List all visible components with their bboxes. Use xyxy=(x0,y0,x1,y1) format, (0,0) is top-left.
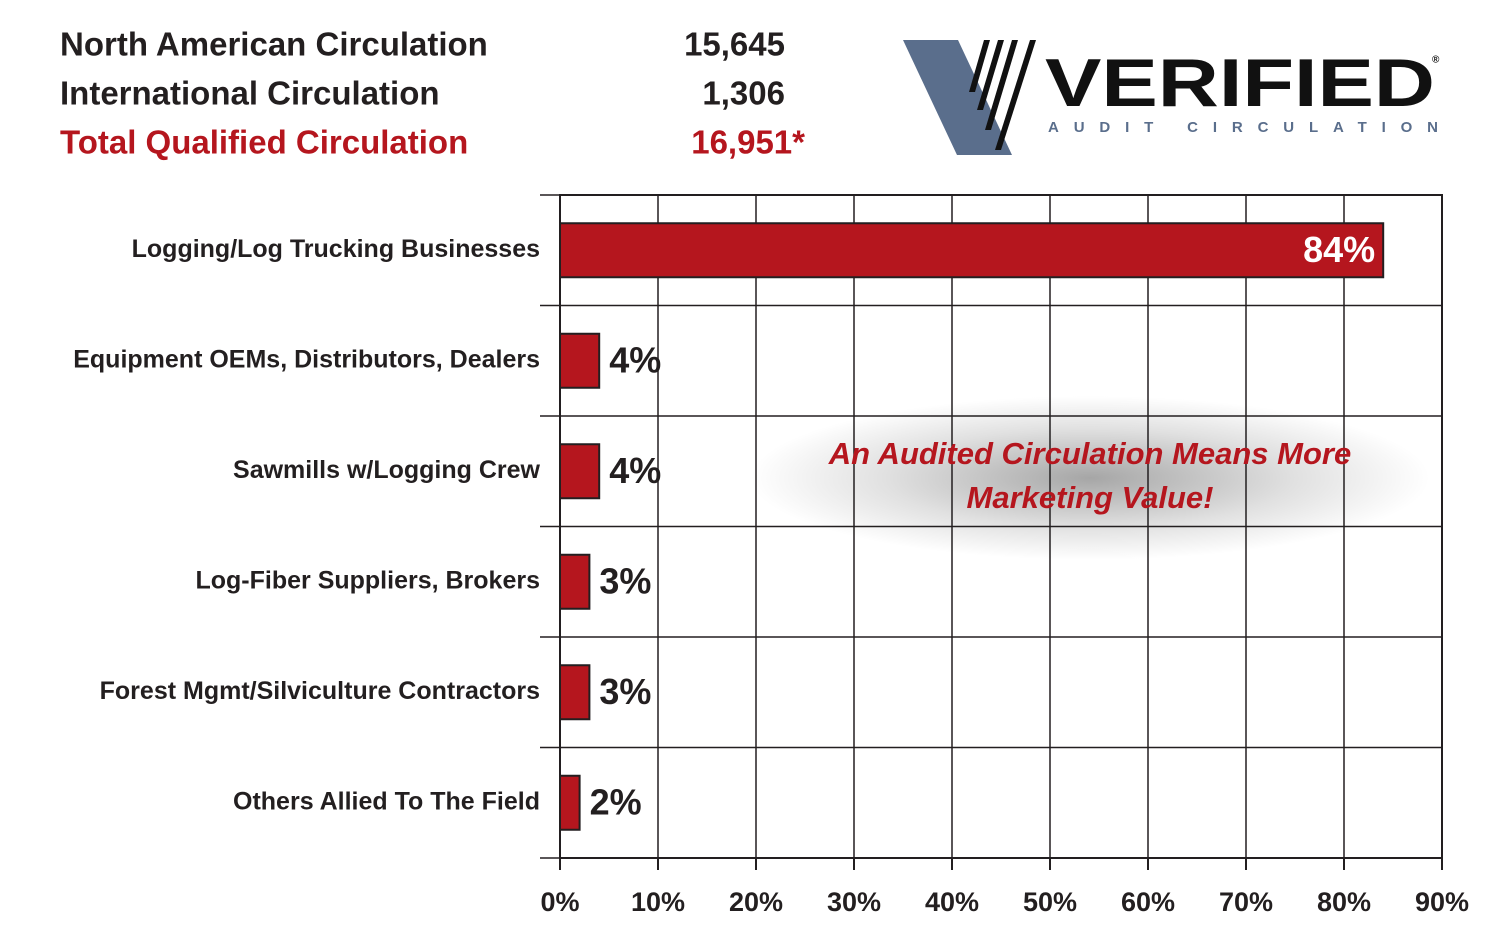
value-label: 4% xyxy=(609,339,661,380)
stat-label: Total Qualified Circulation xyxy=(60,124,468,161)
bar xyxy=(559,774,581,831)
stat-label: International Circulation xyxy=(60,75,440,112)
plot: 0% 10% 20% 30% 40% 50% 60% 70% 80% 90% Logging/Log… xyxy=(73,194,1469,917)
logo-stripe xyxy=(985,40,1018,130)
x-tick-label: 50% xyxy=(1023,887,1077,917)
stat-value: 1,306 xyxy=(702,75,785,112)
x-tick-label: 60% xyxy=(1121,887,1175,917)
x-tick-label: 70% xyxy=(1219,887,1273,917)
bar xyxy=(559,443,601,500)
x-tick-label: 40% xyxy=(925,887,979,917)
y-tick-label: Logging/Log Trucking Businesses xyxy=(132,235,540,263)
annotation-glow xyxy=(750,396,1430,560)
x-tick-label: 20% xyxy=(729,887,783,917)
logo-mark: ® xyxy=(1432,55,1440,66)
x-tick-label: 10% xyxy=(631,887,685,917)
logo-shape xyxy=(903,40,1012,155)
logo-stripe xyxy=(969,40,990,92)
value-label: 4% xyxy=(609,450,661,491)
y-tick-label: Forest Mgmt/Silviculture Contractors xyxy=(100,677,540,705)
y-tick-label: Others Allied To The Field xyxy=(233,787,540,815)
bar xyxy=(559,222,1385,279)
x-tick-label: 90% xyxy=(1415,887,1469,917)
logo-stripe xyxy=(995,40,1036,150)
stat-value: 16,951* xyxy=(691,124,805,161)
stat-label: North American Circulation xyxy=(60,26,488,63)
bar xyxy=(559,553,591,610)
y-tick-label: Log-Fiber Suppliers, Brokers xyxy=(195,566,540,594)
logo-stripe xyxy=(977,40,1004,110)
value-label: 2% xyxy=(590,781,642,822)
x-tick-label: 0% xyxy=(540,887,579,917)
logo: VERIFIED ® AUDIT CIRCULATION xyxy=(903,40,1440,155)
y-tick-label: Equipment OEMs, Distributors, Dealers xyxy=(73,345,540,373)
bar xyxy=(559,664,591,721)
bar xyxy=(559,332,601,389)
value-label: 3% xyxy=(599,560,651,601)
x-tick-label: 30% xyxy=(827,887,881,917)
logo-tagline: AUDIT CIRCULATION xyxy=(1048,119,1438,136)
logo-name: VERIFIED xyxy=(1045,45,1435,121)
x-tick-label: 80% xyxy=(1317,887,1371,917)
y-tick-label: Sawmills w/Logging Crew xyxy=(233,456,541,484)
value-label: 3% xyxy=(599,671,651,712)
value-label: 84% xyxy=(1303,229,1375,270)
stat-value: 15,645 xyxy=(684,26,785,63)
annotation: An Audited Circulation Means More Market… xyxy=(828,436,1352,515)
